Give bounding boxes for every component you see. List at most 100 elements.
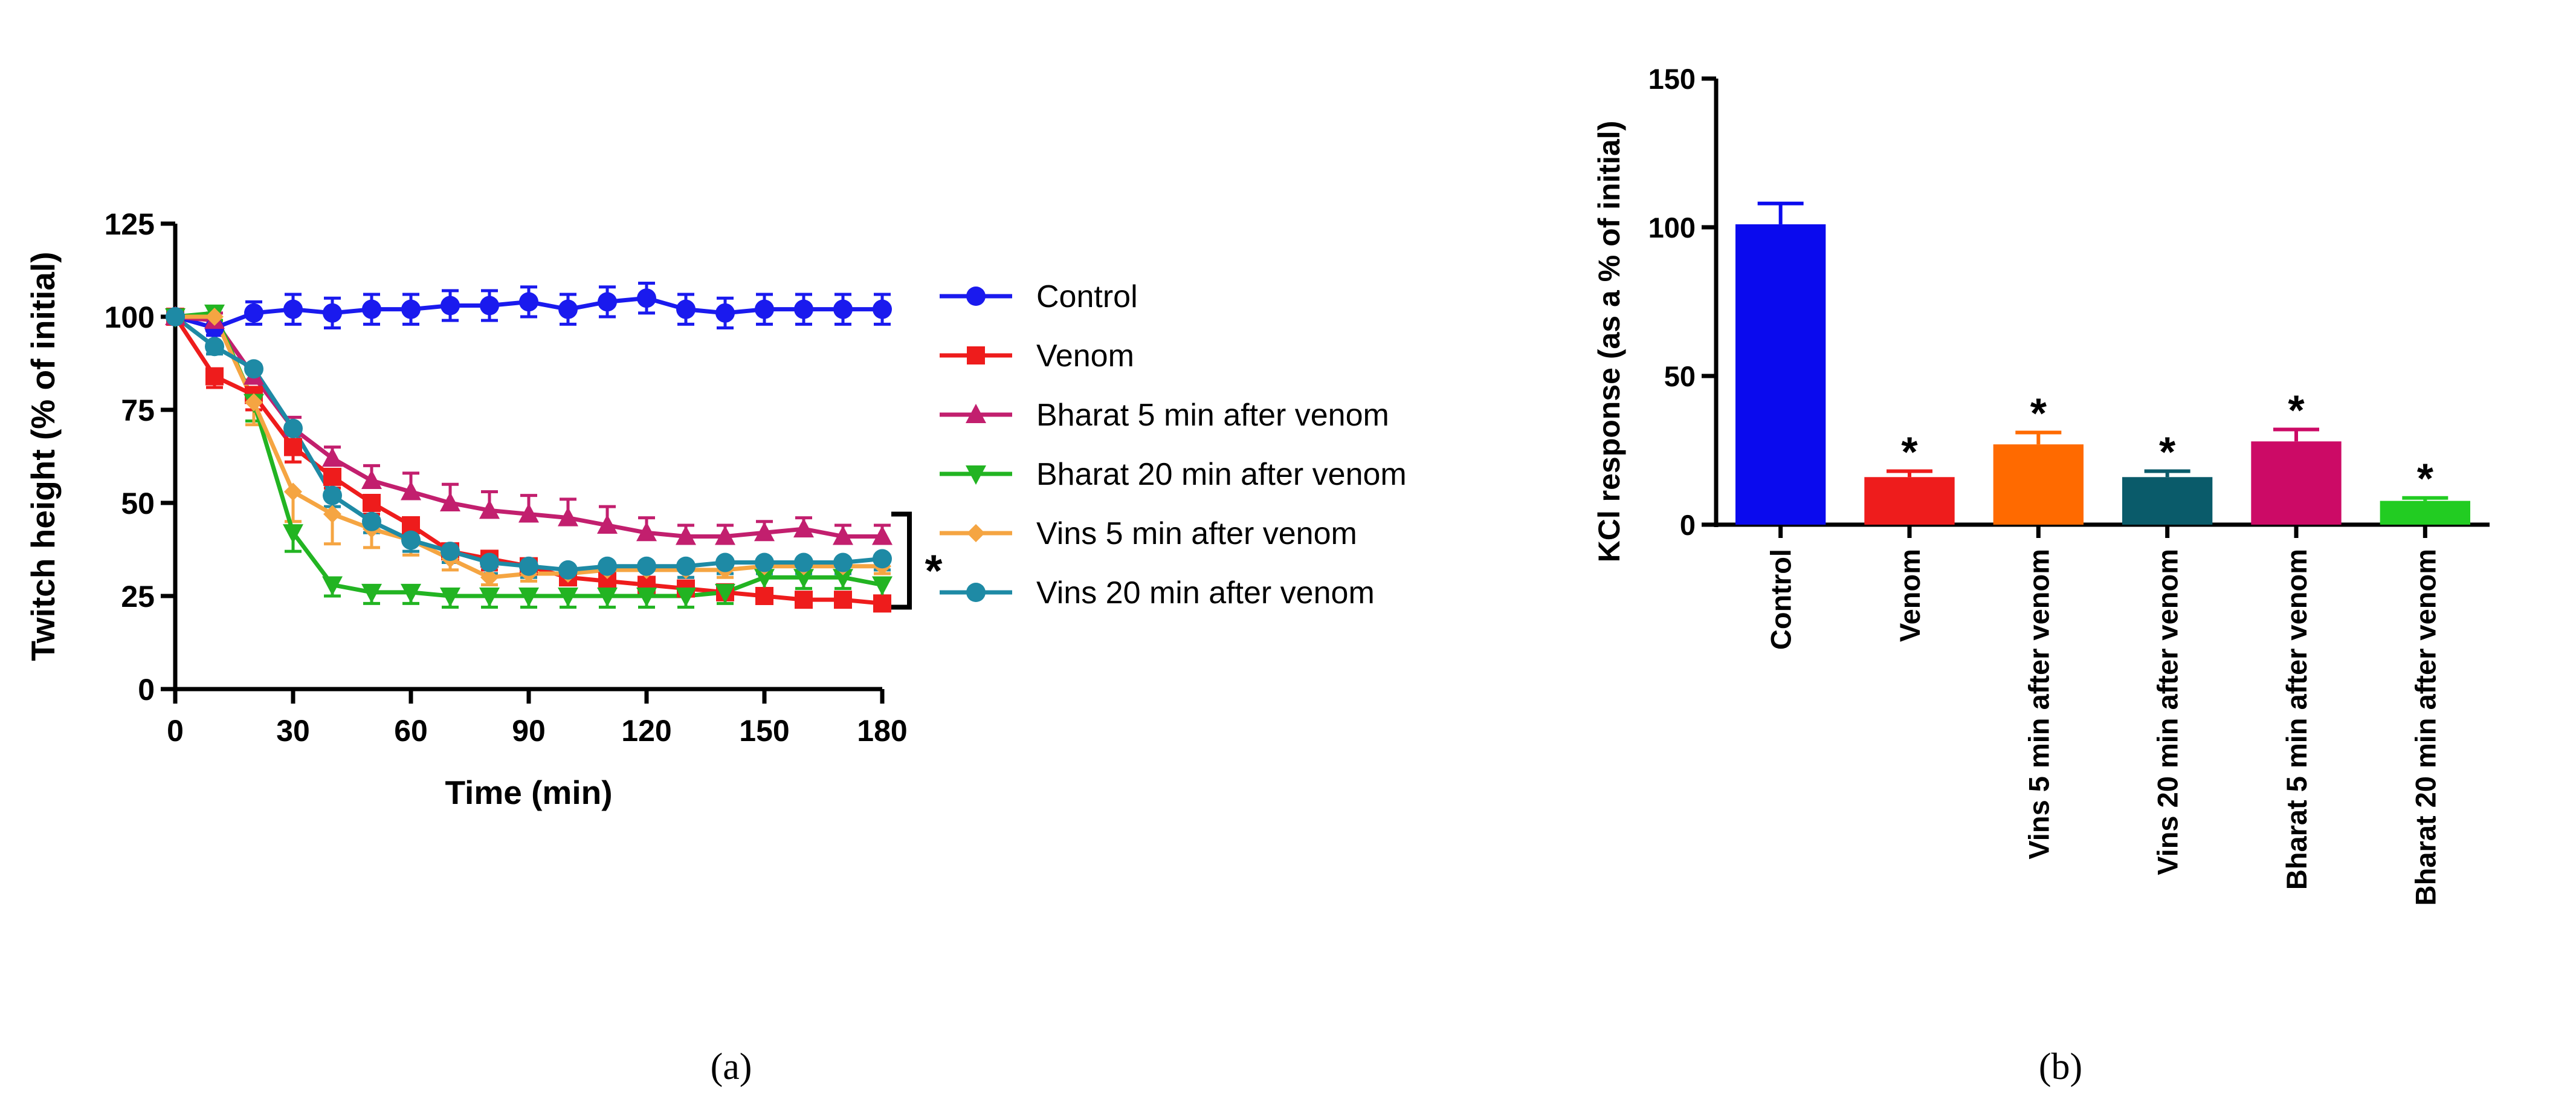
data-point xyxy=(480,568,499,587)
data-point xyxy=(362,511,381,531)
legend-marker xyxy=(967,524,985,542)
data-point xyxy=(755,299,774,319)
y-tick-label: 0 xyxy=(138,673,155,707)
y-tick-label: 75 xyxy=(121,394,155,427)
legend-marker xyxy=(966,287,986,306)
data-point xyxy=(676,588,696,607)
y-tick-label: 125 xyxy=(105,207,155,241)
data-point xyxy=(244,303,263,323)
data-point xyxy=(401,583,421,603)
data-point xyxy=(793,518,814,538)
y-axis-title: Twitch height (% of initial) xyxy=(24,251,62,661)
panel-label-b: (b) xyxy=(2039,1046,2082,1087)
bar xyxy=(1993,444,2084,525)
data-point xyxy=(833,299,853,319)
bar xyxy=(1864,477,1955,525)
significance-asterisk: * xyxy=(1901,428,1918,475)
legend-item: Vins 5 min after venom xyxy=(940,516,1357,551)
data-point xyxy=(283,418,303,438)
significance-bracket xyxy=(891,511,912,610)
data-point xyxy=(323,505,341,523)
x-tick-label: 150 xyxy=(739,714,789,748)
data-point xyxy=(715,525,735,545)
legend-marker xyxy=(966,465,986,485)
legend-item: Bharat 20 min after venom xyxy=(940,457,1407,492)
data-point xyxy=(401,530,421,550)
data-point xyxy=(440,492,460,511)
data-point xyxy=(558,507,578,526)
data-point xyxy=(597,514,618,534)
data-point xyxy=(794,299,813,319)
data-point xyxy=(715,303,735,323)
data-point xyxy=(754,522,775,542)
data-point xyxy=(676,525,696,545)
data-point xyxy=(480,296,499,316)
data-point xyxy=(440,588,460,607)
legend-item: Control xyxy=(940,279,1138,314)
data-point xyxy=(715,552,735,572)
data-point xyxy=(676,299,696,319)
bar xyxy=(2380,500,2470,525)
data-point xyxy=(755,552,774,572)
data-point xyxy=(361,470,382,490)
data-point xyxy=(598,556,617,576)
legend-item: Vins 20 min after venom xyxy=(940,575,1375,611)
x-category-label: Vins 20 min after venom xyxy=(2152,549,2184,875)
data-point xyxy=(245,393,263,412)
panel-a-line-chart: 0 25 50 75 100 125 0 30 60 90 120 150 180 Control Ven… xyxy=(24,207,1407,1087)
data-point xyxy=(361,583,382,603)
data-point xyxy=(401,299,421,319)
data-point xyxy=(283,524,303,544)
bar-group: * xyxy=(2251,387,2342,525)
data-point xyxy=(363,494,381,512)
x-tick-label: 120 xyxy=(621,714,671,748)
y-tick-label: 0 xyxy=(1680,509,1696,541)
data-point xyxy=(755,587,773,605)
data-point xyxy=(205,337,224,357)
data-point xyxy=(795,591,813,609)
data-point xyxy=(323,467,341,486)
data-point xyxy=(519,292,538,312)
bar-group: * xyxy=(2122,428,2213,525)
data-point xyxy=(754,569,775,589)
line-chart-legend: Control Venom Bharat 5 min after venom Bhar… xyxy=(940,279,1407,611)
data-point xyxy=(636,588,657,607)
data-point xyxy=(873,549,892,569)
data-point xyxy=(283,299,303,319)
data-point xyxy=(322,576,343,596)
data-point xyxy=(205,367,224,386)
legend-item: Bharat 5 min after venom xyxy=(940,398,1389,433)
bar xyxy=(2251,441,2342,525)
legend-label: Control xyxy=(1036,279,1138,314)
data-point xyxy=(166,307,185,326)
line-chart-axes: 0 25 50 75 100 125 0 30 60 90 120 150 180 xyxy=(105,207,908,748)
data-point xyxy=(558,299,578,319)
legend-label: Vins 5 min after venom xyxy=(1036,516,1357,551)
bar xyxy=(2122,477,2213,525)
data-point xyxy=(441,542,460,562)
y-tick-label: 25 xyxy=(121,580,155,614)
series-line xyxy=(175,311,883,598)
data-point xyxy=(244,359,263,379)
data-point xyxy=(519,556,538,576)
x-category-label: Bharat 20 min after venom xyxy=(2409,549,2441,905)
data-point xyxy=(284,438,302,456)
bar-group: * xyxy=(1864,428,1955,525)
bar-group xyxy=(1735,201,1826,525)
data-point xyxy=(401,481,421,500)
x-category-label: Venom xyxy=(1894,549,1926,642)
data-point xyxy=(873,594,891,613)
x-axis-title: Time (min) xyxy=(445,774,612,811)
bar-group: * xyxy=(2380,455,2470,525)
y-tick-label: 50 xyxy=(121,487,155,520)
data-point xyxy=(441,296,460,316)
x-category-label: Control xyxy=(1765,549,1797,650)
bar-chart-category-labels: Control Venom Vins 5 min after venom Vins 2… xyxy=(1765,549,2442,905)
significance-asterisk: * xyxy=(2030,389,2047,436)
data-point xyxy=(480,552,499,572)
x-tick-label: 0 xyxy=(167,714,184,748)
data-point xyxy=(872,525,893,545)
data-point xyxy=(323,303,342,323)
data-point xyxy=(479,499,500,519)
